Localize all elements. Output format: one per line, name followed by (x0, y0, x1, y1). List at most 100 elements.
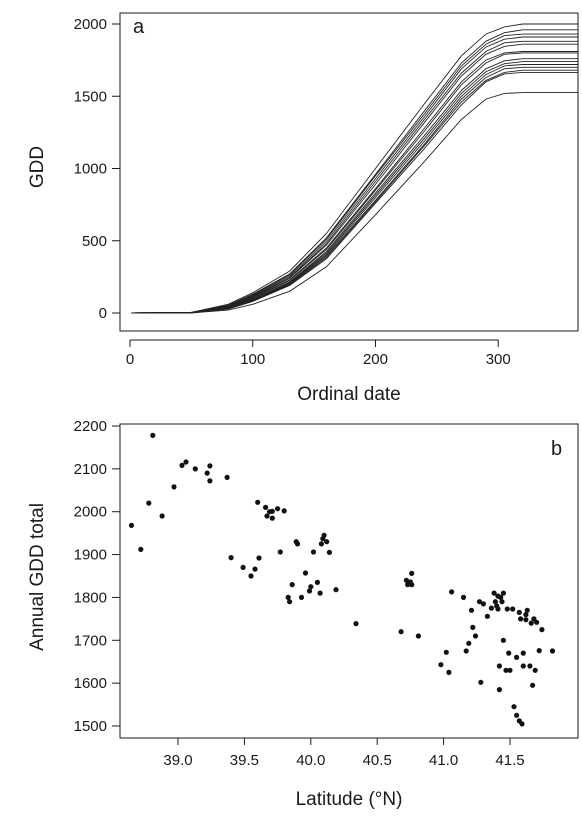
x-tick-label: 300 (486, 351, 511, 368)
gdd-curve-14 (131, 71, 578, 314)
x-tick-label: 100 (240, 351, 265, 368)
scatter-point (285, 594, 291, 601)
gdd-curve-7 (131, 51, 578, 314)
panel-b-label: b (551, 438, 562, 460)
scatter-point (491, 590, 497, 596)
scatter-point (506, 650, 512, 656)
gdd-curve-6 (131, 43, 578, 314)
scatter-point (468, 607, 475, 613)
scatter-point (415, 633, 421, 639)
scatter-point (530, 682, 536, 688)
scatter-point (549, 648, 556, 654)
scatter-point (488, 605, 494, 611)
scatter-point (317, 590, 323, 596)
scatter-point (498, 594, 504, 601)
gdd-curve-10 (131, 61, 578, 314)
scatter-point (281, 508, 287, 514)
scatter-point (460, 594, 467, 601)
scatter-point (298, 594, 305, 601)
scatter-point (510, 606, 516, 612)
scatter-point (524, 607, 530, 613)
scatter-point (183, 459, 189, 465)
scatter-point (353, 621, 359, 627)
scatter-point (207, 463, 213, 469)
scatter-point (532, 667, 538, 673)
scatter-point (275, 506, 281, 512)
scatter-point (478, 679, 484, 685)
y-tick-label: 2000 (74, 504, 107, 521)
x-tick-label: 0 (126, 351, 134, 368)
scatter-point (192, 466, 198, 472)
scatter-point (310, 549, 317, 555)
scatter-point (496, 663, 502, 669)
scatter-point (308, 584, 314, 590)
scatter-point (326, 549, 332, 556)
scatter-point (500, 590, 506, 596)
scatter-point (128, 522, 135, 529)
scatter-point (496, 687, 502, 693)
panel-a-label: a (133, 16, 145, 38)
scatter-point (287, 599, 293, 605)
scatter-point (514, 654, 520, 661)
y-tick-label: 1500 (74, 88, 107, 105)
scatter-point (514, 712, 520, 718)
y-axis-title: Annual GDD total (27, 503, 48, 651)
scatter-point (159, 513, 165, 519)
scatter-point (228, 555, 234, 561)
panel-a-frame (119, 12, 579, 332)
scatter-point (224, 474, 230, 480)
scatter-point (466, 640, 472, 646)
y-tick-label: 1600 (74, 675, 107, 692)
scatter-point (398, 629, 404, 635)
scatter-point (264, 513, 270, 519)
gdd-curve-8 (131, 52, 578, 314)
y-tick-label: 500 (82, 233, 107, 250)
scatter-point (294, 541, 301, 547)
scatter-point (314, 579, 320, 586)
gdd-curve-3 (131, 33, 578, 314)
scatter-point (409, 582, 415, 588)
scatter-point (484, 613, 490, 619)
scatter-point (252, 566, 258, 572)
gdd-curve-9 (131, 58, 578, 314)
panel-b-latitude-scatter: b 1500 1600 1700 1800 1900 2000 2100 2200 39.0 39.… (27, 418, 579, 810)
gdd-curve-5 (131, 40, 578, 314)
x-tick-label: 40.5 (363, 752, 392, 769)
scatter-point (507, 667, 513, 673)
scatter-point (503, 667, 509, 673)
scatter-point (443, 649, 449, 655)
x-tick-label: 200 (363, 351, 388, 368)
y-tick-label: 2200 (74, 418, 107, 435)
scatter-point (539, 627, 545, 633)
scatter-point (516, 609, 522, 616)
y-axis-title: GDD (27, 146, 48, 188)
scatter-point (324, 539, 330, 545)
scatter-point (500, 637, 506, 643)
scatter-point (256, 555, 262, 561)
scatter-point (492, 599, 498, 605)
scatter-point (150, 432, 156, 438)
gdd-curve-13 (131, 69, 578, 314)
scatter-point (409, 570, 415, 577)
scatter-point (321, 532, 327, 538)
y-tick-label: 1500 (74, 718, 107, 735)
scatter-point (171, 484, 177, 490)
scatter-point (248, 573, 254, 579)
scatter-point (333, 587, 339, 593)
scatter-point (499, 599, 505, 605)
scatter-point (520, 650, 526, 656)
scatter-point (289, 582, 295, 588)
scatter-point (138, 546, 144, 553)
scatter-point (179, 462, 185, 468)
scatter-point (318, 541, 324, 547)
x-axis-title: Ordinal date (297, 384, 401, 405)
scatter-point (255, 499, 261, 505)
x-tick-label: 41.5 (495, 752, 524, 769)
scatter-point (240, 564, 246, 571)
scatter-point (528, 620, 534, 626)
scatter-point (495, 606, 501, 612)
scatter-point (518, 616, 524, 622)
scatter-point (269, 515, 275, 521)
